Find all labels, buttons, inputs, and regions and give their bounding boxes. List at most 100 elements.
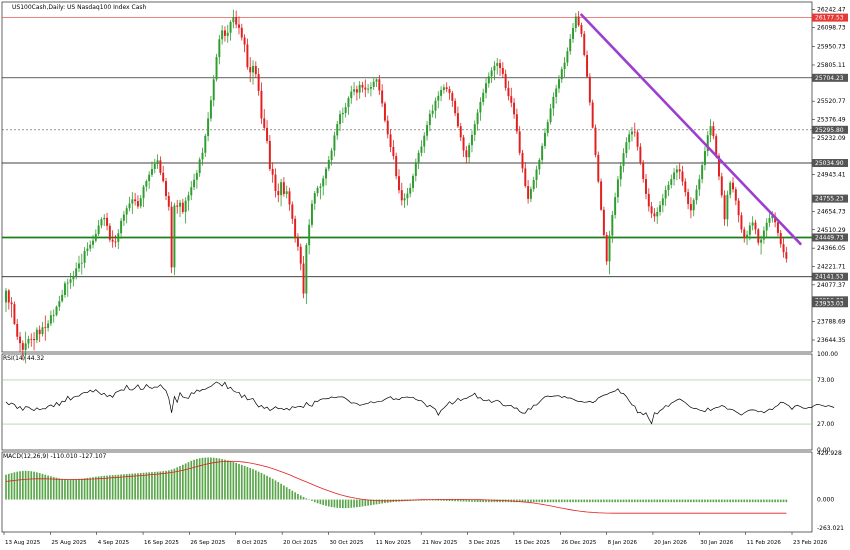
macd-bar (459, 499, 462, 502)
macd-bar (642, 499, 645, 503)
macd-bar (527, 499, 529, 503)
candle-body (139, 198, 142, 207)
macd-bar (311, 499, 313, 501)
macd-bar (690, 499, 692, 503)
candle-body (594, 127, 597, 155)
macd-bar (302, 496, 305, 500)
macd-bar (429, 499, 431, 501)
macd-bar (356, 499, 358, 508)
candle-body (355, 89, 358, 93)
candle-body (659, 205, 662, 212)
candle-body (406, 193, 409, 199)
rsi-pane: 100.00 73.00 27.00 0.00 (1, 351, 838, 454)
macd-bar (370, 499, 372, 506)
candle-body (529, 189, 532, 199)
macd-bar (496, 499, 499, 503)
macd-bar (757, 499, 760, 503)
macd-bar (271, 478, 274, 500)
candle-body (437, 95, 440, 101)
candle-body (167, 195, 170, 207)
macd-bar (165, 470, 167, 500)
candle-body (7, 290, 10, 303)
candle-body (395, 156, 398, 177)
macd-bar (134, 473, 136, 500)
macd-bar (617, 499, 619, 503)
candle-body (294, 218, 297, 237)
date-axis: 13 Aug 2025 25 Aug 2025 4 Sep 2025 16 Sep 2… (3, 532, 828, 546)
candle-body (389, 134, 392, 148)
candle-body (692, 200, 695, 211)
candle-body (734, 189, 737, 201)
macd-bar (109, 475, 111, 500)
candle-body (333, 135, 336, 151)
macd-bar (83, 478, 86, 500)
y-tick-label: 24943.41 (817, 172, 846, 179)
candle-body (442, 87, 445, 91)
macd-bar (198, 458, 201, 500)
candle-body (38, 329, 41, 335)
candle-body (661, 198, 664, 206)
candle-body (243, 37, 246, 45)
macd-bar (151, 472, 153, 500)
rsi-tick-label: 0.00 (817, 447, 831, 454)
candle-body (473, 124, 476, 135)
macd-bar (125, 474, 128, 500)
candle-body (330, 150, 333, 161)
macd-bar (667, 499, 670, 503)
candle-body (428, 113, 431, 126)
candle-body (597, 154, 600, 182)
candle-body (305, 245, 308, 294)
macd-bar (656, 499, 659, 503)
candle-body (510, 96, 513, 103)
candle-body (496, 63, 499, 66)
candle-body (170, 206, 173, 268)
candle-body (103, 217, 106, 220)
candle-body (538, 159, 541, 170)
candle-body (762, 230, 765, 240)
candle-body (5, 290, 7, 303)
candle-body (274, 174, 277, 191)
macd-pane-frame (1, 451, 813, 533)
macd-bar (333, 499, 336, 508)
macd-bar (530, 499, 532, 503)
candle-body (268, 140, 271, 169)
candle-body (176, 205, 179, 207)
macd-bar (544, 499, 546, 503)
candle-body (723, 195, 726, 220)
macd-bar (619, 499, 622, 503)
macd-bar (41, 473, 44, 500)
macd-bar (589, 499, 591, 503)
candle-body (720, 176, 723, 196)
macd-bar (313, 499, 316, 503)
y-tick-label: 26098.73 (817, 25, 846, 32)
candle-body (153, 163, 156, 169)
candle-body (364, 87, 367, 90)
candle-body (288, 191, 291, 205)
macd-bar (485, 499, 487, 503)
macd-bar (611, 499, 614, 503)
macd-bar (103, 475, 106, 500)
macd-bar (625, 499, 628, 503)
macd-bar (734, 499, 737, 503)
macd-bar (499, 499, 501, 503)
date-tick-label: 21 Nov 2025 (422, 540, 458, 546)
candle-body (30, 338, 33, 340)
y-tick-label: 25232.09 (817, 135, 846, 142)
candle-body (779, 232, 782, 245)
macd-bar (69, 479, 72, 500)
macd-bar (560, 499, 563, 503)
macd-bar (715, 499, 718, 503)
date-tick-label: 3 Dec 2025 (469, 540, 501, 546)
macd-bar (445, 499, 448, 501)
macd-bar (344, 499, 347, 509)
macd-bar (605, 499, 608, 503)
macd-bar (336, 499, 339, 508)
macd-bar (743, 499, 746, 503)
macd-bar (347, 499, 350, 508)
rsi-tick-label: 73.00 (817, 377, 834, 384)
candle-body (765, 222, 768, 231)
candle-body (757, 229, 760, 243)
candle-body (35, 329, 38, 341)
candle-body (479, 102, 482, 113)
rsi-pane-frame (1, 353, 813, 451)
